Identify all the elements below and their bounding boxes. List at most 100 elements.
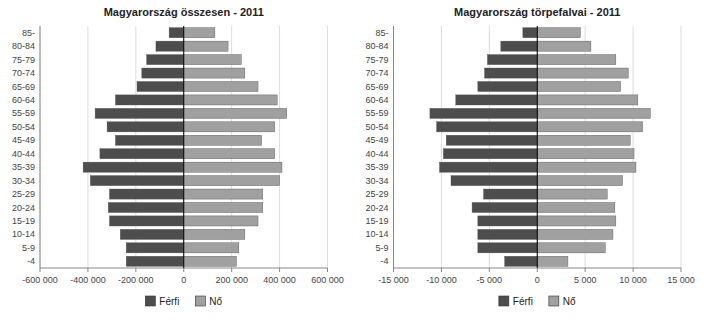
chart-figure: Magyarország összesen - 2011-600 000-400… <box>0 0 707 326</box>
bar <box>184 135 262 145</box>
grid-line <box>183 26 184 268</box>
bar <box>537 68 628 78</box>
category-label: 75-79 <box>12 55 35 65</box>
tick-mark <box>183 268 184 272</box>
legend-swatch <box>145 296 155 306</box>
grid-line <box>681 26 682 268</box>
category-label: 15-19 <box>12 216 35 226</box>
legend-label: Nő <box>209 296 222 307</box>
tick-mark <box>327 268 328 272</box>
bar <box>184 189 263 199</box>
category-label: 40-44 <box>365 149 388 159</box>
category-label: 80-84 <box>365 41 388 51</box>
bar <box>443 149 537 159</box>
bar <box>184 81 258 91</box>
legend-swatch <box>499 296 509 306</box>
background <box>0 0 707 326</box>
bar <box>184 202 263 212</box>
category-label: 80-84 <box>12 41 35 51</box>
category-label: 25-29 <box>365 189 388 199</box>
bar <box>142 68 184 78</box>
bar <box>537 149 634 159</box>
grid-line <box>633 26 634 268</box>
category-label: 35-39 <box>365 162 388 172</box>
tick-label: 15 000 <box>667 275 695 285</box>
tick-label: 10 000 <box>619 275 647 285</box>
chart-title: Magyarország törpefalvai - 2011 <box>454 6 620 18</box>
tick-mark <box>633 268 634 272</box>
tick-mark <box>40 268 41 272</box>
bar <box>537 108 650 118</box>
tick-mark <box>135 268 136 272</box>
tick-mark <box>231 268 232 272</box>
bar <box>184 162 282 172</box>
tick-label: -600 000 <box>22 275 58 285</box>
category-label: 40-44 <box>12 149 35 159</box>
bar <box>437 122 538 132</box>
category-label: 55-59 <box>365 108 388 118</box>
tick-label: 400 000 <box>263 275 296 285</box>
legend-label: Férfi <box>513 296 533 307</box>
bar <box>95 108 184 118</box>
bar <box>456 95 537 105</box>
category-label: 25-29 <box>12 189 35 199</box>
category-label: 30-34 <box>12 176 35 186</box>
bar <box>169 28 184 38</box>
tick-mark <box>489 268 490 272</box>
bar <box>472 202 537 212</box>
bar <box>537 243 605 253</box>
tick-mark <box>441 268 442 272</box>
category-label: 60-64 <box>365 95 388 105</box>
bar <box>430 108 537 118</box>
bar <box>478 216 537 226</box>
bar <box>537 41 591 51</box>
tick-label: 0 <box>181 275 186 285</box>
category-label: 70-74 <box>12 68 35 78</box>
bar <box>523 28 537 38</box>
bar <box>537 229 613 239</box>
category-label: 85- <box>22 28 35 38</box>
grid-line <box>40 26 41 268</box>
category-label: 10-14 <box>12 229 35 239</box>
bar <box>440 162 538 172</box>
category-label: 75-79 <box>365 55 388 65</box>
legend-label: Nő <box>563 296 576 307</box>
bar <box>184 176 280 186</box>
bar <box>537 135 630 145</box>
bar <box>107 122 184 132</box>
bar <box>90 176 183 186</box>
bar <box>184 55 242 65</box>
category-label: 30-34 <box>365 176 388 186</box>
tick-label: -15 000 <box>378 275 409 285</box>
category-label: 45-49 <box>365 135 388 145</box>
bar <box>478 229 537 239</box>
tick-mark <box>585 268 586 272</box>
legend: Férfi Nő <box>499 296 576 307</box>
tick-mark <box>681 268 682 272</box>
grid-line <box>393 26 394 268</box>
bar <box>184 122 275 132</box>
bar <box>484 189 538 199</box>
panel: Magyarország törpefalvai - 2011 -15 000 -1… <box>365 6 694 307</box>
bar <box>505 256 538 266</box>
category-label: -4 <box>380 256 388 266</box>
bar <box>109 189 183 199</box>
tick-mark <box>87 268 88 272</box>
bar <box>83 162 184 172</box>
tick-label: 5 000 <box>574 275 597 285</box>
chart-title: Magyarország összesen - 2011 <box>104 6 264 18</box>
grid-line <box>279 26 280 268</box>
tick-label: -10 000 <box>426 275 457 285</box>
category-label: 5-9 <box>375 243 388 253</box>
category-label: 50-54 <box>365 122 388 132</box>
bar <box>537 81 620 91</box>
bar <box>184 41 228 51</box>
grid-line <box>327 26 328 268</box>
category-label: 65-69 <box>365 82 388 92</box>
legend-swatch <box>195 296 205 306</box>
tick-label: -200 000 <box>118 275 154 285</box>
bar <box>184 28 215 38</box>
bar <box>126 256 184 266</box>
panel: Magyarország összesen - 2011-600 000-400… <box>12 6 344 307</box>
category-label: 60-64 <box>12 95 35 105</box>
